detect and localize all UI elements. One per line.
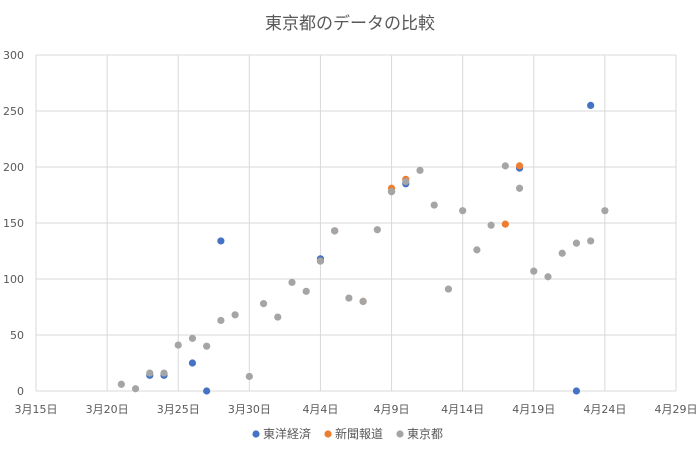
data-point	[146, 369, 154, 377]
data-point	[331, 227, 339, 235]
legend-marker	[396, 430, 404, 438]
data-point	[302, 287, 310, 295]
legend-label: 新聞報道	[335, 426, 383, 441]
data-point	[558, 249, 566, 257]
y-tick-label: 200	[3, 161, 24, 174]
data-point	[217, 316, 225, 325]
series-1	[146, 101, 595, 395]
data-point	[530, 267, 538, 275]
y-tick-label: 100	[3, 273, 24, 286]
data-point	[487, 221, 495, 229]
y-tick-label: 250	[3, 105, 24, 118]
data-point	[459, 207, 467, 215]
legend-label: 東洋経済	[263, 426, 311, 441]
data-point	[601, 207, 609, 215]
data-point	[572, 387, 581, 395]
series-2	[316, 162, 524, 305]
data-point	[587, 237, 595, 245]
y-tick-label: 300	[3, 49, 24, 62]
data-point	[160, 369, 168, 377]
x-tick-label: 4月9日	[374, 403, 410, 416]
data-point	[231, 311, 239, 319]
x-tick-label: 4月24日	[583, 403, 626, 416]
y-tick-label: 50	[10, 329, 24, 342]
data-point	[245, 372, 253, 381]
data-point	[274, 313, 282, 321]
data-point	[544, 273, 552, 281]
x-tick-label: 3月30日	[228, 403, 271, 416]
series-3	[117, 162, 609, 393]
x-tick-label: 3月25日	[157, 403, 200, 416]
x-tick-label: 3月20日	[86, 403, 129, 416]
data-point	[373, 226, 381, 234]
chart-title: 東京都のデータの比較	[265, 13, 435, 34]
data-point	[501, 162, 509, 170]
x-tick-label: 4月19日	[512, 403, 555, 416]
data-point	[345, 294, 353, 302]
data-point	[416, 166, 424, 174]
data-point	[188, 334, 197, 342]
legend-marker	[252, 430, 260, 438]
x-tick-label: 3月15日	[15, 403, 58, 416]
data-point	[359, 297, 367, 305]
legend-label: 東京都	[407, 427, 443, 441]
data-point	[288, 278, 296, 286]
data-point	[174, 341, 182, 349]
data-point	[131, 385, 140, 393]
data-point	[188, 359, 197, 367]
data-point	[473, 246, 481, 254]
y-tick-label: 0	[17, 385, 24, 398]
x-tick-label: 4月29日	[655, 403, 698, 416]
y-tick-label: 150	[3, 217, 24, 230]
data-point	[515, 162, 524, 170]
data-point	[117, 380, 125, 388]
legend: 東洋経済 新聞報道 東京都	[252, 426, 443, 441]
data-point	[387, 188, 396, 196]
data-point	[444, 285, 453, 293]
legend-marker	[324, 430, 332, 438]
data-point	[430, 201, 438, 209]
data-point	[259, 300, 268, 308]
x-tick-label: 4月4日	[302, 403, 338, 416]
data-point	[402, 177, 410, 186]
data-point	[572, 239, 581, 247]
data-point	[587, 101, 595, 109]
data-point	[316, 257, 325, 265]
data-point	[203, 387, 211, 395]
data-point	[217, 237, 225, 245]
data-point	[501, 220, 509, 228]
x-tick-label: 4月14日	[441, 403, 484, 416]
data-point	[515, 184, 524, 192]
data-point	[203, 342, 211, 350]
